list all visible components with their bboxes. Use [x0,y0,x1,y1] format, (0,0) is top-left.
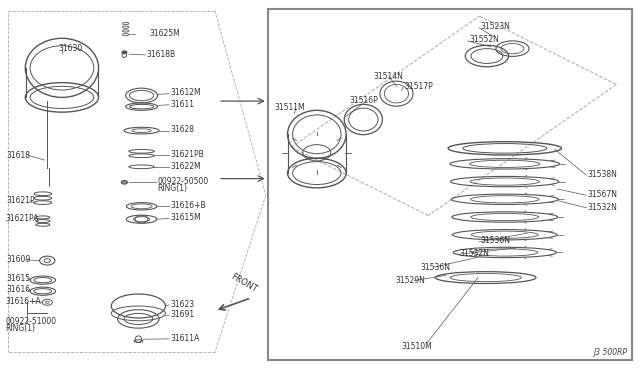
Text: 31618: 31618 [6,151,31,160]
Text: 31611A: 31611A [170,334,200,343]
Text: 31611: 31611 [170,100,195,109]
Text: 00922-51000: 00922-51000 [5,317,56,326]
Text: 31616+A: 31616+A [5,297,41,306]
Text: FRONT: FRONT [229,272,258,294]
Text: 31622M: 31622M [170,161,201,170]
Circle shape [122,51,127,54]
Text: 31510M: 31510M [401,343,432,352]
Text: 00922-50500: 00922-50500 [157,177,209,186]
Text: RING(1): RING(1) [157,184,188,193]
Text: 31691: 31691 [170,310,195,319]
Text: 31532N: 31532N [588,202,618,212]
Text: 31630: 31630 [59,44,83,53]
Text: 31536N: 31536N [420,263,450,272]
Text: 31609: 31609 [6,255,31,264]
Text: 31514N: 31514N [374,72,403,81]
Text: 31615M: 31615M [170,213,201,222]
Text: 31516P: 31516P [349,96,378,105]
Bar [268,9,632,359]
Text: J3 500RP: J3 500RP [593,347,627,357]
Text: 31616+B: 31616+B [170,201,206,210]
Text: 31621P: 31621P [6,196,35,205]
Text: 31517P: 31517P [404,82,433,91]
Text: 31615: 31615 [6,274,31,283]
Text: 31625M: 31625M [149,29,180,38]
Text: 31567N: 31567N [588,190,618,199]
Text: 31628: 31628 [170,125,195,134]
Text: 31532N: 31532N [459,249,489,258]
Text: 31538N: 31538N [588,170,618,179]
Text: 31621PB: 31621PB [170,150,204,159]
Text: 31618B: 31618B [147,50,176,59]
Circle shape [121,180,127,184]
Text: RING(1): RING(1) [5,324,35,333]
Text: 31621PA: 31621PA [5,214,38,222]
Text: 31623: 31623 [170,300,195,309]
Text: 31529N: 31529N [395,276,425,285]
Text: 31523N: 31523N [481,22,511,31]
Text: 31552N: 31552N [469,35,499,44]
Text: 31612M: 31612M [170,89,201,97]
Text: 31616: 31616 [6,285,31,294]
Text: 31536N: 31536N [481,236,511,245]
Text: 31511M: 31511M [274,103,305,112]
